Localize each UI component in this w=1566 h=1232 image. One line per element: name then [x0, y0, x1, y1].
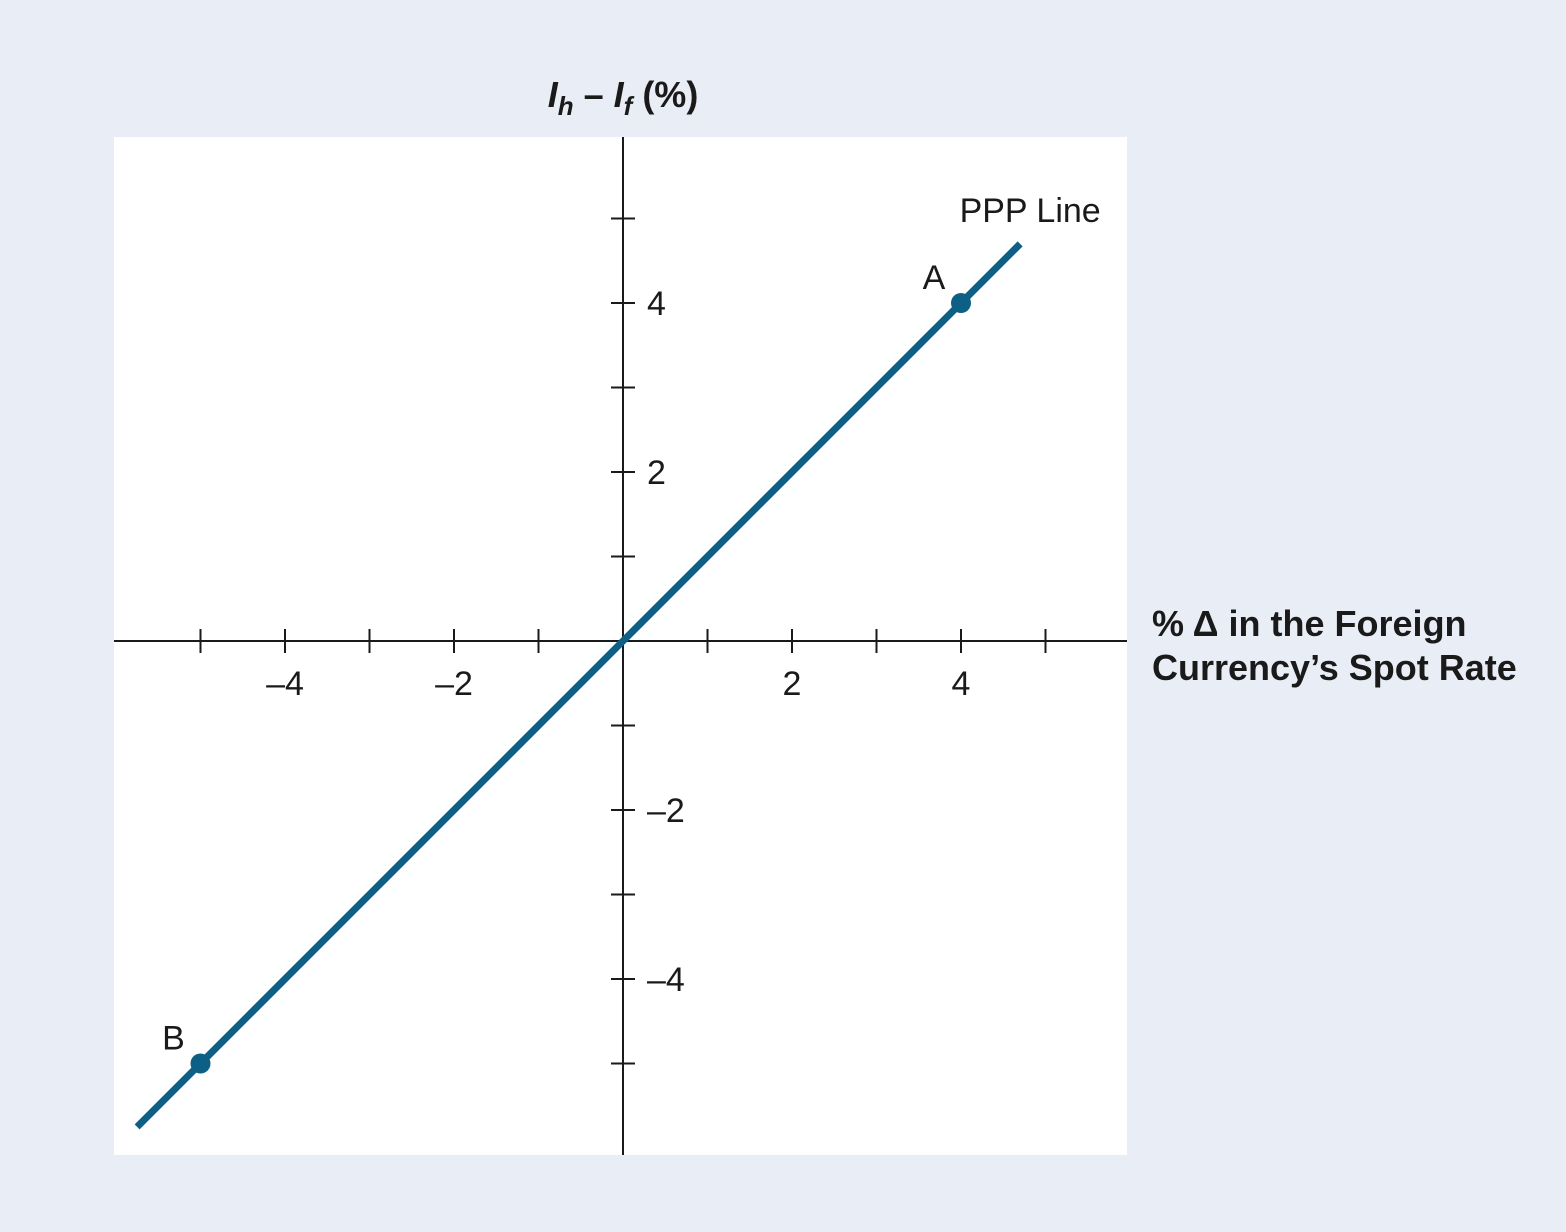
- x-tick-label: –2: [435, 665, 473, 703]
- tick-marks: [199, 217, 1047, 1065]
- x-axis-title-line2: Currency’s Spot Rate: [1152, 647, 1517, 688]
- points-layer: AB: [162, 259, 971, 1074]
- x-tick-label: 4: [952, 665, 971, 703]
- ppp-line-label: PPP Line: [960, 192, 1101, 230]
- y-axis-title-tail: (%): [632, 74, 698, 115]
- y-axis-title-sub1: h: [558, 91, 574, 121]
- ppp-line: [134, 241, 1023, 1130]
- point-b-label: B: [162, 1020, 185, 1058]
- y-tick-label: –4: [647, 961, 685, 999]
- point-a-label: A: [923, 259, 946, 297]
- y-tick-label: –2: [647, 792, 685, 830]
- x-tick-label: –4: [266, 665, 304, 703]
- y-axis-title-i2: I: [614, 74, 625, 115]
- x-axis-title-line1: % Δ in the Foreign: [1152, 603, 1467, 644]
- point-b-marker: [190, 1053, 211, 1074]
- tick-labels: –4 –2 2 4 4 2 –2 –4: [266, 285, 970, 999]
- series-layer: PPP Line: [134, 192, 1101, 1130]
- y-axis-title-mid: –: [574, 74, 614, 115]
- x-axis-title: % Δ in the Foreign Currency’s Spot Rate: [1152, 603, 1517, 688]
- point-a-marker: [951, 293, 971, 313]
- y-tick-label: 4: [647, 285, 666, 323]
- y-axis-title: Ih – If (%): [548, 74, 699, 121]
- y-tick-label: 2: [647, 454, 666, 492]
- x-tick-label: 2: [783, 665, 802, 703]
- y-axis-title-sub2: f: [624, 91, 635, 121]
- y-axis-title-i1: I: [548, 74, 559, 115]
